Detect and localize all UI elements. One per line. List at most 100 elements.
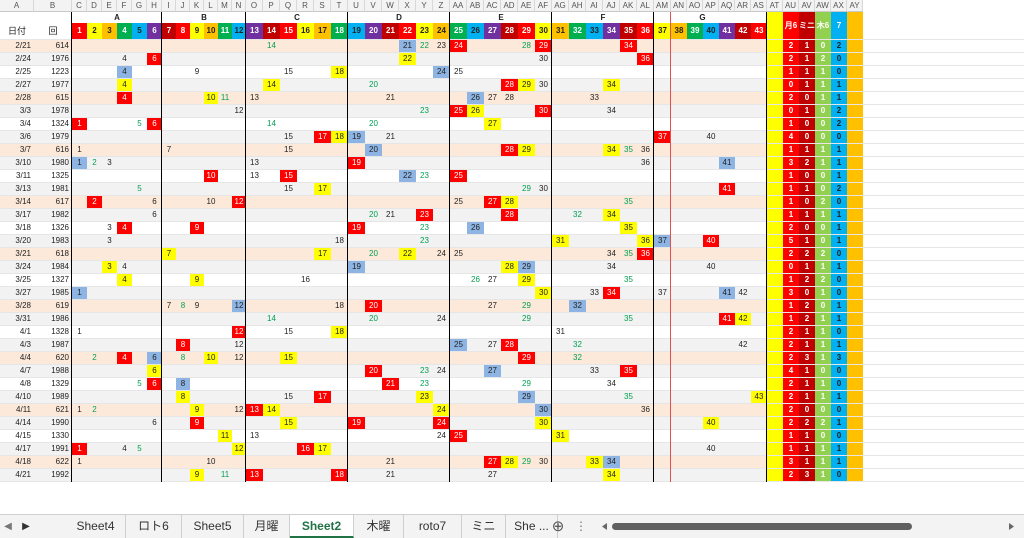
column-header[interactable]: N [232, 0, 246, 12]
number-cell[interactable]: 27 [484, 364, 501, 377]
number-cell[interactable]: 23 [420, 223, 429, 232]
number-cell[interactable]: 6 [147, 364, 162, 377]
number-cell[interactable]: 35 [624, 392, 633, 401]
column-header[interactable]: A [0, 0, 34, 12]
number-cell[interactable]: 36 [641, 405, 650, 414]
round-cell[interactable]: 619 [55, 301, 69, 310]
number-cell[interactable]: 12 [234, 353, 244, 362]
number-cell[interactable]: 1 [77, 145, 82, 154]
number-cell[interactable]: 29 [518, 273, 535, 286]
number-cell[interactable]: 9 [194, 301, 200, 310]
number-cell[interactable]: 18 [331, 65, 348, 78]
number-cell[interactable]: 30 [539, 54, 548, 63]
number-cell[interactable]: 35 [624, 249, 633, 258]
number-cell[interactable]: 29 [518, 143, 535, 156]
column-header[interactable]: AR [735, 0, 751, 12]
sheet-tab[interactable]: 木曜 [354, 515, 404, 538]
number-cell[interactable]: 10 [206, 197, 216, 206]
round-cell[interactable]: 1981 [51, 184, 69, 193]
number-cell[interactable]: 36 [637, 52, 654, 65]
number-cell[interactable]: 33 [590, 93, 599, 102]
number-cell[interactable]: 40 [703, 416, 719, 429]
number-cell[interactable]: 7 [162, 247, 176, 260]
round-cell[interactable]: 1984 [51, 262, 69, 271]
number-cell[interactable]: 29 [518, 260, 535, 273]
number-cell[interactable]: 21 [386, 457, 395, 466]
number-cell[interactable]: 14 [267, 41, 276, 50]
number-cell[interactable]: 19 [348, 156, 365, 169]
number-cell[interactable]: 9 [190, 221, 204, 234]
column-header[interactable]: T [331, 0, 348, 12]
number-cell[interactable]: 28 [501, 195, 518, 208]
number-cell[interactable]: 15 [280, 351, 297, 364]
number-cell[interactable]: 20 [369, 210, 378, 219]
number-cell[interactable]: 16 [301, 275, 310, 284]
number-cell[interactable]: 36 [641, 158, 650, 167]
round-cell[interactable]: 618 [55, 249, 69, 258]
number-cell[interactable]: 27 [488, 340, 497, 349]
number-cell[interactable]: 30 [539, 184, 548, 193]
number-cell[interactable]: 31 [552, 429, 569, 442]
number-cell[interactable]: 15 [284, 392, 293, 401]
number-cell[interactable]: 14 [263, 403, 280, 416]
number-cell[interactable]: 37 [654, 234, 671, 247]
number-cell[interactable]: 1 [72, 156, 87, 169]
column-header[interactable]: AT [767, 0, 783, 12]
round-cell[interactable]: 1979 [51, 132, 69, 141]
number-cell[interactable]: 24 [437, 366, 446, 375]
column-header[interactable]: AX [831, 0, 847, 12]
number-cell[interactable]: 12 [232, 299, 246, 312]
number-cell[interactable]: 22 [399, 169, 416, 182]
date-cell[interactable]: 4/10 [15, 392, 31, 401]
column-header[interactable]: Y [416, 0, 433, 12]
round-cell[interactable]: 1980 [51, 158, 69, 167]
spreadsheet-grid[interactable]: A B C D E F G H I J K L M N O P Q R S T U V W X Y Z AA AB AC AD AE AF AG… [0, 0, 1024, 482]
round-cell[interactable]: 622 [55, 457, 69, 466]
number-cell[interactable]: 27 [488, 275, 497, 284]
date-cell[interactable]: 3/14 [15, 197, 31, 206]
column-header[interactable]: O [246, 0, 263, 12]
column-header[interactable]: K [190, 0, 204, 12]
number-cell[interactable]: 19 [348, 221, 365, 234]
number-cell[interactable]: 4 [122, 444, 127, 453]
number-cell[interactable]: 10 [204, 351, 218, 364]
number-cell[interactable]: 28 [522, 41, 531, 50]
number-cell[interactable]: 8 [180, 353, 186, 362]
sheet-tab[interactable]: Sheet5 [182, 515, 244, 538]
number-cell[interactable]: 20 [369, 314, 378, 323]
number-cell[interactable]: 20 [369, 119, 378, 128]
number-cell[interactable]: 34 [603, 468, 620, 481]
number-cell[interactable]: 29 [522, 457, 531, 466]
number-cell[interactable]: 13 [250, 431, 259, 440]
number-cell[interactable]: 40 [706, 444, 716, 453]
number-cell[interactable]: 13 [250, 158, 259, 167]
number-cell[interactable]: 25 [454, 249, 463, 258]
number-cell[interactable]: 18 [331, 468, 348, 481]
number-cell[interactable]: 18 [335, 301, 344, 310]
column-header[interactable]: L [204, 0, 218, 12]
number-cell[interactable]: 23 [416, 208, 433, 221]
number-cell[interactable]: 9 [190, 416, 204, 429]
number-cell[interactable]: 34 [620, 39, 637, 52]
column-header[interactable]: AI [586, 0, 603, 12]
number-cell[interactable]: 30 [535, 403, 552, 416]
number-cell[interactable]: 34 [607, 249, 616, 258]
number-cell[interactable]: 2 [92, 405, 97, 414]
number-cell[interactable]: 37 [658, 288, 667, 297]
number-cell[interactable]: 33 [590, 288, 599, 297]
number-cell[interactable]: 34 [603, 286, 620, 299]
date-cell[interactable]: 4/1 [19, 327, 31, 336]
number-cell[interactable]: 18 [335, 236, 344, 245]
number-cell[interactable]: 31 [552, 234, 569, 247]
number-cell[interactable]: 23 [420, 366, 429, 375]
round-cell[interactable]: 1324 [51, 119, 69, 128]
number-cell[interactable]: 19 [348, 130, 365, 143]
number-cell[interactable]: 33 [590, 366, 599, 375]
number-cell[interactable]: 24 [450, 39, 467, 52]
column-header[interactable]: G [132, 0, 147, 12]
round-cell[interactable]: 1991 [51, 444, 69, 453]
number-cell[interactable]: 4 [117, 65, 132, 78]
column-header[interactable]: AQ [719, 0, 735, 12]
number-cell[interactable]: 28 [501, 455, 518, 468]
number-cell[interactable]: 2 [92, 353, 97, 362]
